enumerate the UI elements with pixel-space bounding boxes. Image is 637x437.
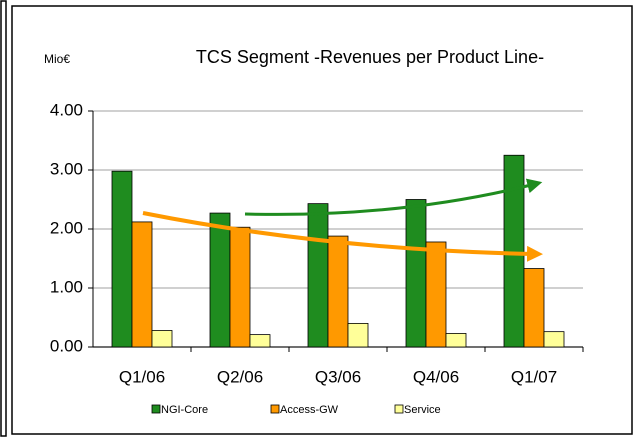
- y-tick-label: 4.00: [50, 100, 83, 119]
- bar: [131, 221, 153, 348]
- x-tick-label: Q4/06: [413, 367, 459, 386]
- bar: [347, 322, 369, 348]
- bar: [425, 241, 447, 348]
- bar: [209, 212, 231, 348]
- y-tick-label: 3.00: [50, 159, 83, 178]
- legend-label: Access-GW: [280, 404, 339, 416]
- bar: [543, 331, 565, 348]
- bar: [405, 199, 427, 348]
- y-tick-label: 2.00: [50, 218, 83, 237]
- y-tick-label: 1.00: [50, 277, 83, 296]
- legend-swatch: [394, 404, 404, 414]
- x-tick-label: Q1/06: [119, 367, 165, 386]
- y-unit: Mio€: [44, 52, 70, 66]
- bar: [327, 235, 349, 348]
- bar: [151, 330, 173, 348]
- bar: [307, 203, 329, 348]
- legend-swatch: [151, 404, 161, 414]
- y-tick-label: 0.00: [50, 336, 83, 355]
- trend-arrow: [142, 211, 543, 262]
- trend-arrow: [244, 178, 543, 216]
- bar: [503, 154, 525, 348]
- legend-label: NGI-Core: [161, 404, 208, 416]
- bar: [229, 226, 251, 348]
- legend-label: Service: [404, 404, 441, 416]
- x-tick-label: Q2/06: [217, 367, 263, 386]
- x-tick-label: Q3/06: [315, 367, 361, 386]
- bar: [249, 334, 271, 348]
- x-tick-label: Q1/07: [511, 367, 557, 386]
- bar: [445, 333, 467, 348]
- bar: [523, 268, 545, 348]
- bar: [111, 170, 133, 348]
- legend-swatch: [270, 404, 280, 414]
- frame-edge: [0, 0, 7, 437]
- chart-title: TCS Segment -Revenues per Product Line-: [196, 47, 544, 67]
